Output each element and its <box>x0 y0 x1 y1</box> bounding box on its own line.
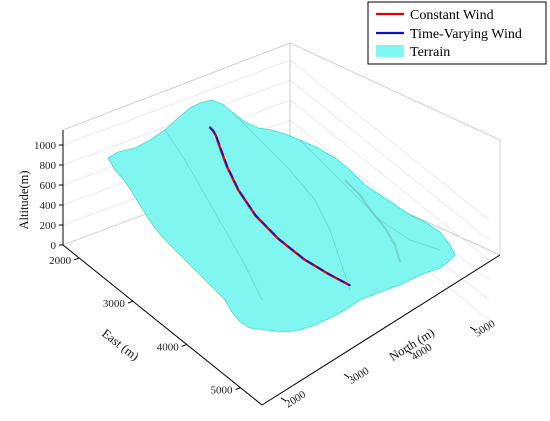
terrain-ridge-2 <box>164 129 263 301</box>
north-tick <box>406 350 413 355</box>
east-tick-label: 4000 <box>157 341 180 353</box>
east-tick-label: 5000 <box>210 385 233 397</box>
z-tick-label: 400 <box>40 200 57 212</box>
terrain-surface <box>107 99 456 333</box>
terrain-ridge-1 <box>231 111 351 291</box>
east-tick-label: 3000 <box>103 298 126 310</box>
east-tick <box>181 343 187 347</box>
z-tick-label: 800 <box>40 160 57 172</box>
north-tick-label: 3000 <box>346 365 371 387</box>
legend: Constant Wind Time-Varying Wind Terrain <box>367 1 547 65</box>
y-axis-line <box>62 244 263 406</box>
north-tick <box>469 326 476 331</box>
east-tick <box>73 257 80 261</box>
z-axis-label: Altitude(m) <box>17 170 31 229</box>
north-tick-label: 5000 <box>472 318 497 340</box>
z-tick-label: 0 <box>51 240 57 252</box>
z-grid-line <box>62 79 490 241</box>
north-tick <box>280 397 287 402</box>
east-tick <box>235 387 241 391</box>
x-axis-line <box>261 254 501 406</box>
east-tick <box>127 300 134 304</box>
z-tick-label: 200 <box>40 220 57 232</box>
z-tick-label: 1000 <box>34 140 57 152</box>
terrain-ridge-3 <box>299 139 441 251</box>
legend-swatch-terrain <box>376 45 404 57</box>
front-axes <box>62 130 501 406</box>
east-tick-label: 2000 <box>49 255 72 267</box>
z-grid-line <box>62 59 490 221</box>
legend-label-time-varying-wind: Time-Varying Wind <box>410 27 522 42</box>
legend-label-constant-wind: Constant Wind <box>410 8 494 23</box>
north-tick-label: 2000 <box>283 388 308 410</box>
terrain-valley-shadow <box>344 179 401 263</box>
legend-label-terrain: Terrain <box>410 45 450 60</box>
y-axis-label: East (m) <box>99 326 141 363</box>
trajectories <box>208 126 351 287</box>
trajectory-time-varying-wind <box>209 126 351 287</box>
terrain-patch <box>107 99 456 333</box>
z-tick-label: 600 <box>40 180 57 192</box>
north-tick <box>343 373 350 378</box>
